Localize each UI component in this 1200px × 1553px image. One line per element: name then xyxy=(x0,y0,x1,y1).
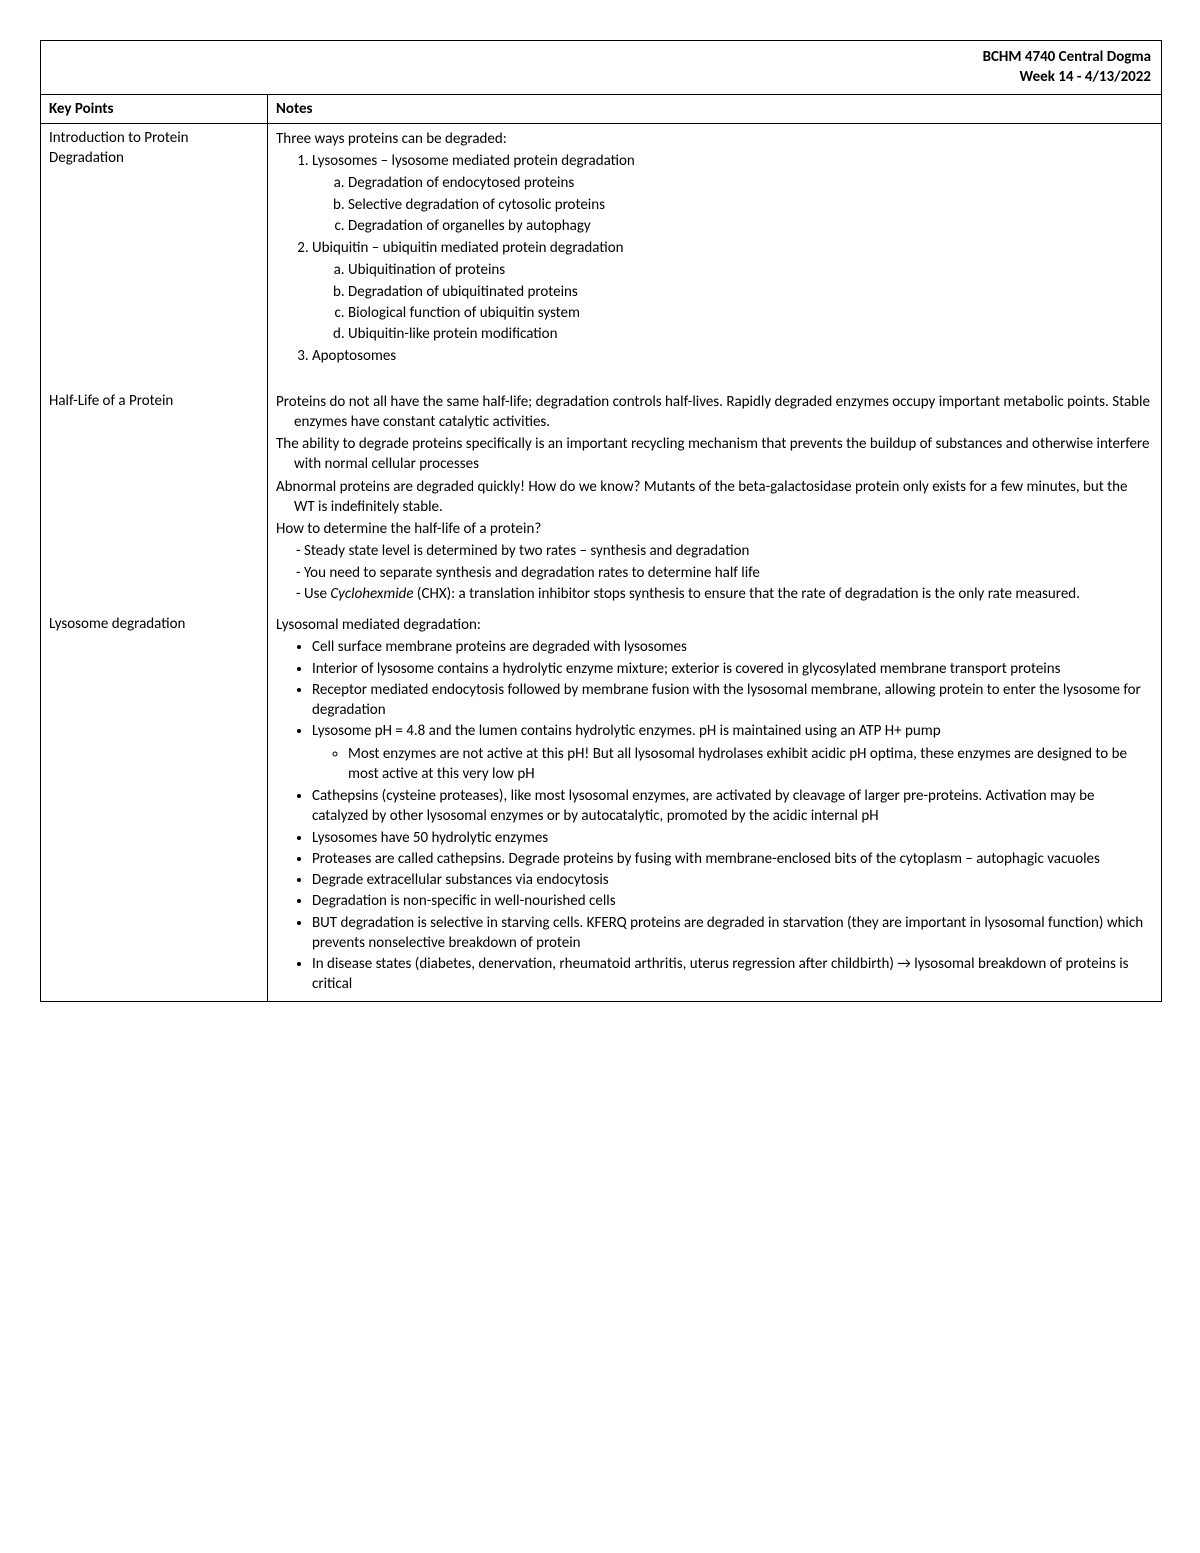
section-row: Half-Life of a Protein Proteins do not a… xyxy=(41,387,1161,611)
list-item: Degrade extracellular substances via end… xyxy=(312,870,1151,890)
notes-cell: Proteins do not all have the same half-l… xyxy=(268,387,1162,611)
course-title: BCHM 4740 Central Dogma xyxy=(51,47,1151,67)
list-item: Ubiquitin – ubiquitin mediated protein d… xyxy=(312,238,1151,344)
list-item: Degradation is non-specific in well-nour… xyxy=(312,891,1151,911)
notes-header: Notes xyxy=(268,94,1162,123)
column-header-row: Key Points Notes xyxy=(41,94,1161,123)
list-item: Ubiquitin-like protein modification xyxy=(348,324,1151,344)
key-point-text: Half-Life of a Protein xyxy=(49,392,173,410)
numbered-list: Lysosomes – lysosome mediated protein de… xyxy=(276,151,1151,367)
sub-list: Ubiquitination of proteins Degradation o… xyxy=(312,260,1151,344)
list-item: In disease states (diabetes, denervation… xyxy=(312,954,1151,995)
list-item: Apoptosomes xyxy=(312,346,1151,366)
list-item-text-suffix: (CHX): a translation inhibitor stops syn… xyxy=(414,585,1080,603)
list-item: Steady state level is determined by two … xyxy=(312,541,1151,561)
list-item: Lysosomes – lysosome mediated protein de… xyxy=(312,151,1151,236)
list-item: Degradation of ubiquitinated proteins xyxy=(348,282,1151,302)
italic-term: Cyclohexmide xyxy=(330,585,413,603)
bullet-list: Cell surface membrane proteins are degra… xyxy=(276,637,1151,994)
notes-paragraph: How to determine the half-life of a prot… xyxy=(276,519,1151,539)
section-row: Lysosome degradation Lysosomal mediated … xyxy=(41,610,1161,1001)
list-item-text: Ubiquitin – ubiquitin mediated protein d… xyxy=(312,239,624,257)
list-item: Ubiquitination of proteins xyxy=(348,260,1151,280)
list-item: Degradation of organelles by autophagy xyxy=(348,216,1151,236)
notes-cell: Lysosomal mediated degradation: Cell sur… xyxy=(268,610,1162,1001)
sub-list: Degradation of endocytosed proteins Sele… xyxy=(312,173,1151,236)
list-item: Proteases are called cathepsins. Degrade… xyxy=(312,849,1151,869)
notes-paragraph: Abnormal proteins are degraded quickly! … xyxy=(276,477,1151,518)
notes-table: BCHM 4740 Central Dogma Week 14 - 4/13/2… xyxy=(41,41,1161,1001)
list-item: Lysosomes have 50 hydrolytic enzymes xyxy=(312,828,1151,848)
notes-paragraph: The ability to degrade proteins specific… xyxy=(276,434,1151,475)
list-item: Lysosome pH = 4.8 and the lumen contains… xyxy=(312,721,1151,784)
list-item: Selective degradation of cytosolic prote… xyxy=(348,195,1151,215)
notes-intro: Three ways proteins can be degraded: xyxy=(276,129,1151,149)
list-item: Degradation of endocytosed proteins xyxy=(348,173,1151,193)
key-point-text: Introduction to Protein Degradation xyxy=(49,129,189,167)
key-point-cell: Lysosome degradation xyxy=(41,610,268,1001)
list-item: Cathepsins (cysteine proteases), like mo… xyxy=(312,786,1151,827)
list-item: Most enzymes are not active at this pH! … xyxy=(348,744,1151,785)
notes-cell: Three ways proteins can be degraded: Lys… xyxy=(268,123,1162,386)
header-row: BCHM 4740 Central Dogma Week 14 - 4/13/2… xyxy=(41,41,1161,94)
notes-intro: Lysosomal mediated degradation: xyxy=(276,615,1151,635)
list-item: BUT degradation is selective in starving… xyxy=(312,913,1151,954)
sub-bullet-list: Most enzymes are not active at this pH! … xyxy=(312,744,1151,785)
list-item: You need to separate synthesis and degra… xyxy=(312,563,1151,583)
key-points-header: Key Points xyxy=(41,94,268,123)
key-point-text: Lysosome degradation xyxy=(49,615,185,633)
list-item: Receptor mediated endocytosis followed b… xyxy=(312,680,1151,721)
key-point-cell: Introduction to Protein Degradation xyxy=(41,123,268,386)
document-page: BCHM 4740 Central Dogma Week 14 - 4/13/2… xyxy=(40,40,1162,1002)
notes-paragraph: Proteins do not all have the same half-l… xyxy=(276,392,1151,433)
list-item-text-prefix: Use xyxy=(304,585,330,603)
list-item: Interior of lysosome contains a hydrolyt… xyxy=(312,659,1151,679)
list-item: Biological function of ubiquitin system xyxy=(348,303,1151,323)
list-item-text: Lysosomes – lysosome mediated protein de… xyxy=(312,152,635,170)
list-item-text: Lysosome pH = 4.8 and the lumen contains… xyxy=(312,722,941,740)
key-point-cell: Half-Life of a Protein xyxy=(41,387,268,611)
list-item: Use Cyclohexmide (CHX): a translation in… xyxy=(312,584,1151,604)
week-date: Week 14 - 4/13/2022 xyxy=(51,67,1151,87)
section-row: Introduction to Protein Degradation Thre… xyxy=(41,123,1161,386)
list-item: Cell surface membrane proteins are degra… xyxy=(312,637,1151,657)
dash-list: Steady state level is determined by two … xyxy=(276,541,1151,604)
